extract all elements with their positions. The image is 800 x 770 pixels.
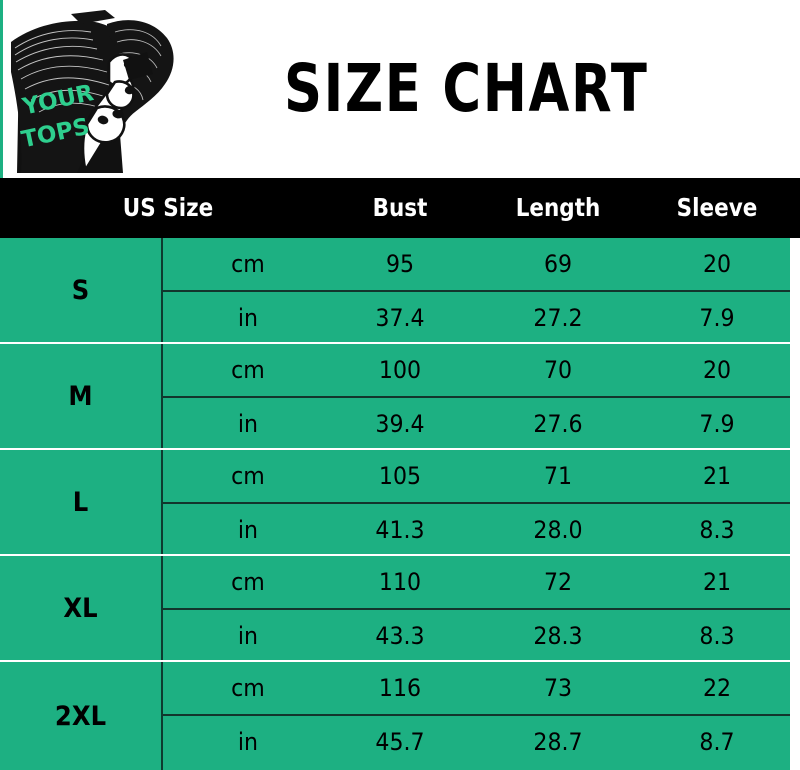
row-divider (163, 290, 790, 292)
sleeve-value: 7.9 (699, 410, 735, 438)
measure-row-cm: cm 116 73 22 (163, 662, 790, 714)
row-divider (163, 396, 790, 398)
length-value: 73 (543, 674, 573, 702)
row-divider (163, 714, 790, 716)
size-label: XL (63, 592, 98, 624)
length-value: 28.0 (533, 516, 583, 544)
bust-value: 110 (378, 568, 422, 596)
size-label: S (71, 274, 90, 306)
unit-label: cm (231, 674, 265, 702)
sleeve-value: 21 (702, 462, 732, 490)
bust-value: 116 (378, 674, 422, 702)
unit-label: cm (231, 356, 265, 384)
unit-label: in (237, 410, 259, 438)
unit-label: in (237, 516, 259, 544)
bust-value: 45.7 (375, 728, 425, 756)
column-divider (161, 556, 163, 660)
size-label: L (72, 486, 89, 518)
bust-value: 37.4 (375, 304, 425, 332)
table-row: XL cm 110 72 21 in 43.3 28.3 8.3 (0, 556, 790, 660)
sleeve-value: 8.3 (699, 516, 735, 544)
banner: YOUR TOPS SIZE CHART (0, 0, 800, 178)
measure-row-in: in 41.3 28.0 8.3 (163, 504, 790, 556)
size-label: M (68, 380, 93, 412)
page-title: SIZE CHART (284, 50, 649, 127)
unit-label: cm (231, 250, 265, 278)
sleeve-value: 20 (702, 250, 732, 278)
bust-value: 41.3 (375, 516, 425, 544)
measure-row-cm: cm 95 69 20 (163, 238, 790, 290)
table-header-row: US Size Bust Length Sleeve (0, 178, 800, 238)
sleeve-value: 8.7 (699, 728, 735, 756)
measure-row-in: in 37.4 27.2 7.9 (163, 292, 790, 344)
unit-label: cm (231, 568, 265, 596)
woman-long-hair-illustration: YOUR TOPS (11, 8, 256, 173)
banner-inner: YOUR TOPS SIZE CHART (6, 3, 800, 175)
table-row: S cm 95 69 20 in 37.4 27.2 7.9 (0, 238, 790, 342)
column-header-us-size: US Size (122, 193, 214, 222)
measure-row-in: in 45.7 28.7 8.7 (163, 716, 790, 768)
length-value: 69 (543, 250, 573, 278)
length-value: 72 (543, 568, 573, 596)
measure-row-cm: cm 105 71 21 (163, 450, 790, 502)
measure-row-in: in 43.3 28.3 8.3 (163, 610, 790, 662)
sleeve-value: 22 (702, 674, 732, 702)
sleeve-value: 7.9 (699, 304, 735, 332)
table-row: 2XL cm 116 73 22 in 45.7 28.7 8.7 (0, 662, 790, 770)
length-value: 28.7 (533, 728, 583, 756)
row-divider (163, 608, 790, 610)
unit-label: in (237, 304, 259, 332)
column-header-bust: Bust (372, 193, 428, 222)
size-chart-table: US Size Bust Length Sleeve S cm 95 69 20… (0, 178, 800, 770)
measure-row-cm: cm 110 72 21 (163, 556, 790, 608)
column-divider (161, 662, 163, 770)
row-divider (163, 502, 790, 504)
size-label: 2XL (54, 700, 107, 732)
sleeve-value: 21 (702, 568, 732, 596)
bust-value: 100 (378, 356, 422, 384)
bust-value: 105 (378, 462, 422, 490)
sleeve-value: 8.3 (699, 622, 735, 650)
column-header-sleeve: Sleeve (676, 193, 758, 222)
measure-row-cm: cm 100 70 20 (163, 344, 790, 396)
unit-label: cm (231, 462, 265, 490)
length-value: 71 (543, 462, 573, 490)
measure-row-in: in 39.4 27.6 7.9 (163, 398, 790, 450)
table-body: S cm 95 69 20 in 37.4 27.2 7.9 M (0, 238, 800, 770)
unit-label: in (237, 728, 259, 756)
column-divider (161, 450, 163, 554)
length-value: 70 (543, 356, 573, 384)
bust-value: 43.3 (375, 622, 425, 650)
length-value: 27.2 (533, 304, 583, 332)
unit-label: in (237, 622, 259, 650)
length-value: 27.6 (533, 410, 583, 438)
column-divider (161, 238, 163, 342)
table-row: L cm 105 71 21 in 41.3 28.0 8.3 (0, 450, 790, 554)
bust-value: 95 (385, 250, 415, 278)
column-divider (161, 344, 163, 448)
sleeve-value: 20 (702, 356, 732, 384)
bust-value: 39.4 (375, 410, 425, 438)
column-header-length: Length (515, 193, 601, 222)
table-row: M cm 100 70 20 in 39.4 27.6 7.9 (0, 344, 790, 448)
length-value: 28.3 (533, 622, 583, 650)
